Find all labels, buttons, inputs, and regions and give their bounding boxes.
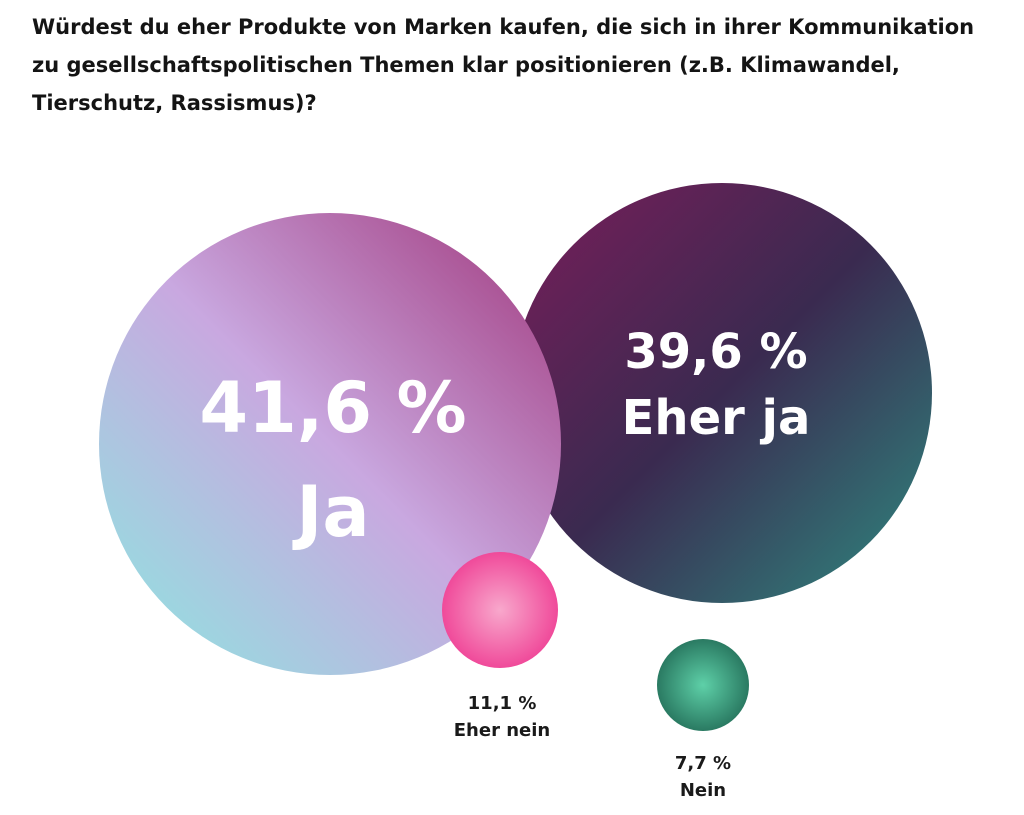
category-label-nein: Nein [679,780,727,801]
category-label-eher-ja: Eher ja [622,390,811,446]
chart-title: Würdest du eher Produkte von Marken kauf… [32,15,975,115]
category-label-ja: Ja [292,471,369,553]
bubble-eher-ja [512,183,932,603]
value-label-ja: 41,6 % [199,367,466,449]
value-label-eher-ja: 39,6 % [624,324,807,380]
bubble-eher-nein [442,552,558,668]
category-label-eher-nein: Eher nein [453,720,551,741]
bubble-ja [99,213,561,675]
bubble-nein [657,639,749,731]
value-label-eher-nein: 11,1 % [467,693,537,714]
value-label-nein: 7,7 % [674,753,732,774]
